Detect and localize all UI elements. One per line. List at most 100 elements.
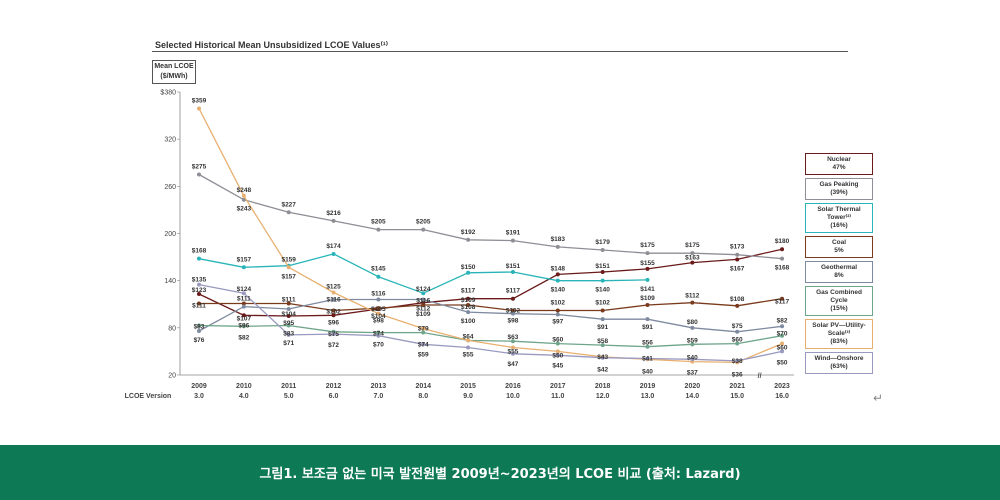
data-label: $96 bbox=[328, 319, 339, 326]
x-version-label: 7.0 bbox=[374, 393, 384, 400]
data-point bbox=[690, 342, 695, 347]
data-point bbox=[555, 278, 560, 283]
y-tick-label: 320 bbox=[164, 137, 176, 144]
x-tick-label: 2019 bbox=[640, 383, 656, 390]
data-point bbox=[376, 227, 381, 232]
data-label: $151 bbox=[506, 263, 521, 270]
data-label: $116 bbox=[416, 298, 430, 305]
data-point bbox=[197, 256, 201, 261]
legend-item-change: (16%) bbox=[830, 222, 848, 229]
data-point bbox=[735, 257, 740, 262]
data-point bbox=[286, 265, 291, 270]
data-label: $63 bbox=[508, 334, 519, 341]
data-label: $167 bbox=[730, 265, 745, 272]
data-label: $117 bbox=[506, 288, 520, 295]
legend-item-name: Gas Combined Cycle bbox=[816, 289, 862, 304]
data-label: $243 bbox=[237, 206, 252, 213]
data-point bbox=[780, 296, 785, 301]
data-label: $157 bbox=[281, 273, 296, 280]
x-axis-label: LCOE Version bbox=[125, 393, 172, 400]
data-point bbox=[645, 344, 650, 349]
x-version-label: 11.0 bbox=[551, 393, 564, 400]
x-version-label: 9.0 bbox=[463, 393, 473, 400]
legend-item: Solar PV—Utility-Scale⁽³⁾ (83%) bbox=[805, 319, 873, 349]
data-label: $60 bbox=[552, 337, 563, 344]
data-label: $83 bbox=[194, 323, 205, 330]
data-point bbox=[510, 345, 515, 350]
data-point bbox=[331, 332, 336, 337]
y-axis-label-box: Mean LCOE ($/MWh) bbox=[152, 60, 196, 84]
data-label: $82 bbox=[238, 334, 249, 341]
data-point bbox=[197, 106, 201, 111]
data-label: $135 bbox=[192, 277, 207, 284]
data-label: $205 bbox=[416, 219, 431, 226]
chart-title: Selected Historical Mean Unsubsidized LC… bbox=[155, 40, 388, 50]
return-icon: ↵ bbox=[873, 391, 884, 405]
figure-caption: 그림1. 보조금 없는 미국 발전원별 2009년~2023년의 LCOE 비교… bbox=[259, 467, 741, 482]
data-label: $91 bbox=[642, 324, 653, 331]
data-point bbox=[555, 272, 560, 277]
data-point bbox=[466, 303, 471, 308]
data-point bbox=[600, 355, 605, 360]
data-point bbox=[645, 317, 650, 322]
data-point bbox=[331, 251, 336, 256]
legend-item: Nuclear 47% bbox=[805, 153, 873, 175]
data-label: $140 bbox=[595, 287, 610, 294]
plot-area: 20 80 140 200 260 320 $380 2009 3.0 2010 4.0 2011 5.… bbox=[125, 90, 795, 400]
data-label: $50 bbox=[777, 359, 788, 366]
data-point bbox=[241, 313, 246, 318]
data-point bbox=[421, 303, 426, 308]
data-label: $42 bbox=[597, 367, 608, 374]
data-label: $112 bbox=[685, 293, 699, 300]
series-line bbox=[198, 298, 783, 333]
data-label: $125 bbox=[326, 283, 341, 290]
data-label: $64 bbox=[463, 333, 474, 340]
data-point bbox=[466, 270, 471, 275]
data-point bbox=[241, 193, 246, 198]
data-point bbox=[690, 325, 695, 330]
legend-item-change: (83%) bbox=[830, 338, 848, 345]
data-point bbox=[197, 172, 201, 177]
data-point bbox=[645, 303, 650, 308]
data-point bbox=[555, 341, 560, 346]
x-tick-label: 2017 bbox=[550, 383, 566, 390]
data-label: $74 bbox=[373, 331, 384, 338]
data-point bbox=[645, 277, 650, 282]
data-label: $97 bbox=[552, 318, 563, 325]
data-point bbox=[555, 308, 560, 313]
series-line bbox=[198, 283, 783, 362]
legend-item-name: Wind—Onshore bbox=[814, 355, 864, 362]
data-point bbox=[690, 260, 695, 265]
legend-item-change: 8% bbox=[834, 272, 844, 279]
legend-item: Geothermal 8% bbox=[805, 261, 873, 283]
data-point bbox=[735, 358, 740, 363]
x-version-label: 13.0 bbox=[641, 393, 655, 400]
data-point bbox=[510, 339, 515, 344]
data-label: $79 bbox=[418, 326, 429, 333]
data-label: $111 bbox=[192, 302, 206, 309]
data-label: $38 bbox=[732, 358, 743, 365]
data-label: $55 bbox=[463, 351, 474, 358]
data-point bbox=[600, 317, 605, 322]
x-version-label: 10.0 bbox=[506, 393, 520, 400]
y-tick-label: $380 bbox=[160, 90, 176, 97]
data-label: $102 bbox=[551, 300, 566, 307]
data-point bbox=[780, 247, 785, 252]
data-label: $59 bbox=[687, 337, 698, 344]
x-tick-label: 2014 bbox=[415, 383, 431, 390]
x-version-label: 12.0 bbox=[596, 393, 610, 400]
chart-figure: Selected Historical Mean Unsubsidized LC… bbox=[124, 40, 884, 405]
data-label: $58 bbox=[597, 338, 608, 345]
legend-item: Coal 5% bbox=[805, 236, 873, 258]
legend-item: Solar Thermal Tower⁽²⁾ (16%) bbox=[805, 203, 873, 233]
data-label: $41 bbox=[642, 355, 653, 362]
data-label: $205 bbox=[371, 219, 386, 226]
axis-break: // bbox=[758, 373, 762, 380]
data-point bbox=[735, 341, 740, 346]
legend-item-change: (39%) bbox=[830, 189, 848, 196]
data-label: $112 bbox=[416, 306, 430, 313]
x-version-label: 15.0 bbox=[730, 393, 744, 400]
data-point bbox=[241, 291, 246, 296]
data-label: $151 bbox=[595, 263, 610, 270]
legend-item-change: (15%) bbox=[830, 305, 848, 312]
